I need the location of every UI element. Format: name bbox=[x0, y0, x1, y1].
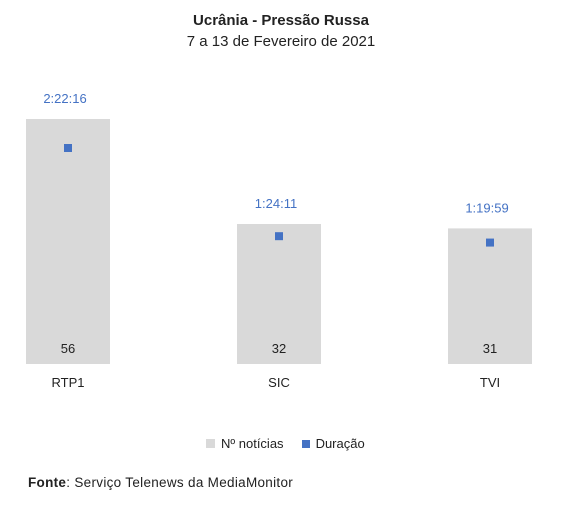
legend-swatch-count bbox=[206, 439, 215, 448]
category-label: SIC bbox=[268, 375, 290, 390]
duration-point-rtp1 bbox=[64, 144, 72, 152]
legend-label-duration: Duração bbox=[315, 436, 365, 451]
bar-sic bbox=[237, 224, 321, 364]
category-label: TVI bbox=[480, 375, 500, 390]
chart-title: Ucrânia - Pressão Russa bbox=[193, 12, 369, 29]
bar-tvi bbox=[448, 228, 532, 364]
source-text: Serviço Telenews da MediaMonitor bbox=[74, 475, 294, 490]
legend-label-count: Nº notícias bbox=[221, 436, 284, 451]
source-note: Fonte: Serviço Telenews da MediaMonitor bbox=[28, 475, 294, 490]
legend-item-count: Nº notícias bbox=[206, 436, 284, 451]
source-label: Fonte bbox=[28, 475, 67, 490]
duration-label: 1:24:11 bbox=[255, 196, 297, 211]
category-label: RTP1 bbox=[52, 375, 85, 390]
chart-subtitle: 7 a 13 de Fevereiro de 2021 bbox=[186, 33, 376, 50]
duration-point-tvi bbox=[486, 238, 494, 247]
duration-label: 1:19:59 bbox=[465, 200, 508, 215]
legend-item-duration: Duração bbox=[301, 436, 365, 451]
duration-label: 2:22:16 bbox=[43, 91, 86, 106]
plot-area: 56 RTP1 2:22:16 32 SIC 1:24:11 31 TVI 1:19:59 bbox=[26, 91, 532, 390]
bar-rtp1 bbox=[26, 119, 110, 364]
legend-swatch-duration bbox=[301, 439, 310, 448]
legend: Nº notícias Duração bbox=[206, 436, 365, 451]
bar-value-label: 31 bbox=[483, 341, 497, 356]
duration-point-sic bbox=[275, 232, 283, 241]
bar-value-label: 32 bbox=[272, 341, 286, 356]
bar-value-label: 56 bbox=[61, 341, 75, 356]
